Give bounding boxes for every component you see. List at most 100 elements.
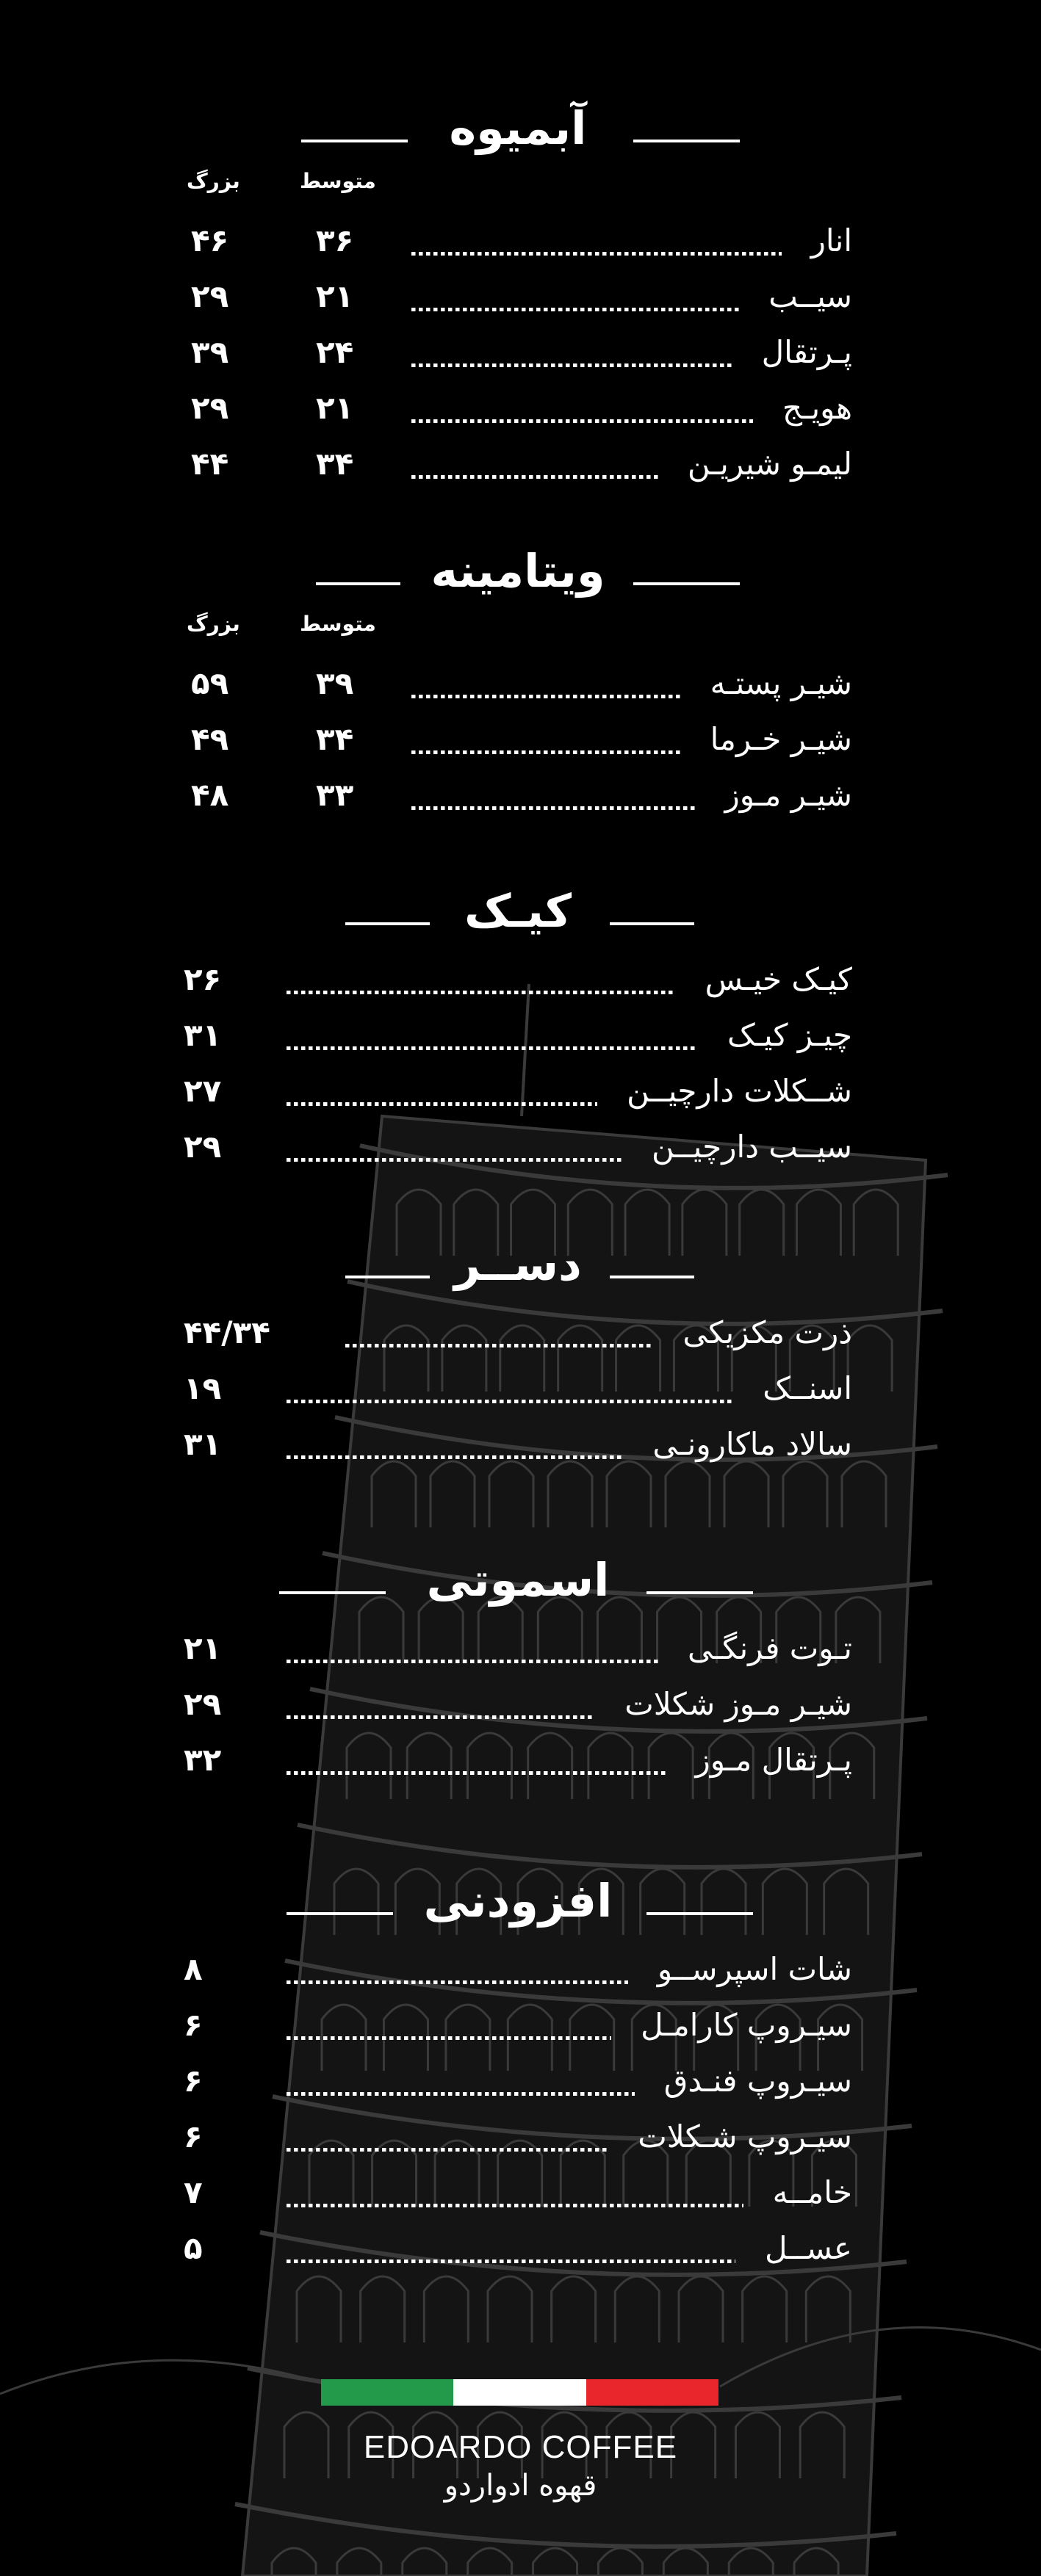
tower-arch <box>852 1188 899 1256</box>
tower-arch <box>840 1460 887 1527</box>
italian-flag-bar <box>321 2379 718 2406</box>
tower-arch <box>283 2411 330 2478</box>
dotted-leader <box>287 1132 623 1162</box>
menu-item-row: سیــب ۲۱ ۲۹ <box>184 269 852 325</box>
tower-arch <box>795 1188 842 1256</box>
tower-arch <box>622 2139 669 2207</box>
price-large: ۴۴ <box>191 446 229 482</box>
dotted-leader <box>411 725 681 754</box>
menu-section: ویتامینه متوسط بزرگ شیـر پستـه ۳۹ ۵۹ شیـ… <box>184 538 852 823</box>
title-divider-left <box>316 582 400 585</box>
item-name: سیـروپ فنـدق <box>663 2063 852 2099</box>
price-large: ۲۹ <box>191 278 229 314</box>
section-header: ویتامینه <box>184 538 852 604</box>
dotted-leader <box>287 1745 666 1775</box>
title-divider-right <box>633 140 740 142</box>
title-divider-right <box>633 582 740 585</box>
tower-arch <box>716 1596 763 1663</box>
tower-arch <box>605 2411 652 2478</box>
tower-arch <box>429 1460 476 1527</box>
item-name: پـرتقال مـوز <box>695 1742 852 1778</box>
tower-arch <box>467 2547 514 2576</box>
tower-arch <box>370 1460 417 1527</box>
brand-name-persian: قهوه ادواردو <box>444 2469 597 2503</box>
tower-arch <box>550 2275 597 2342</box>
menu-section: دســر ذرت مکزیکی ۴۴/۳۴ اسنــک ۱۹ سالاد م… <box>184 1231 852 1472</box>
tower-arch <box>516 1867 563 1935</box>
tower-arch <box>829 1732 876 1799</box>
menu-item-row: سالاد ماکارونـی ۳۱ <box>184 1417 852 1472</box>
section-title: آبمیوه <box>449 101 587 155</box>
dotted-leader <box>287 1690 596 1719</box>
price: ۶ <box>184 2063 203 2099</box>
tower-arch <box>748 2139 795 2207</box>
section-header: اسموتی <box>184 1547 852 1613</box>
menu-item-row: شیـر مـوز ۳۳ ۴۸ <box>184 767 852 823</box>
tower-arch <box>707 1732 754 1799</box>
tower-arch <box>793 2547 840 2576</box>
item-name: تـوت فرنگـی <box>687 1630 852 1666</box>
tower-arch <box>510 1188 557 1256</box>
item-prices: ۲۹ <box>184 1676 257 1732</box>
price: ۲۱ <box>184 1630 222 1666</box>
tower-arch <box>455 1867 503 1935</box>
tower-arch <box>547 1460 594 1527</box>
flag-red-stripe <box>586 2379 718 2406</box>
item-prices: ۲۹ <box>184 1119 257 1175</box>
item-prices: ۳۱ <box>184 1007 257 1063</box>
price-medium: ۳۳ <box>316 777 354 813</box>
price: ۲۹ <box>184 1686 222 1722</box>
section-header: افزودنی <box>184 1868 852 1934</box>
title-divider-left <box>287 1912 393 1915</box>
tower-arch <box>768 1732 815 1799</box>
price: ۲۷ <box>184 1073 222 1109</box>
tower-arch <box>536 1596 583 1663</box>
item-name: شات اسپرســو <box>657 1951 852 1987</box>
item-name: شیـر مـوز شکلات <box>624 1686 852 1722</box>
item-prices: ۲۷ <box>184 1063 257 1119</box>
price: ۶ <box>184 2007 203 2043</box>
tower-arch <box>639 1867 686 1935</box>
item-name: سیـروپ کارامـل <box>641 2007 852 2043</box>
dotted-leader <box>411 449 658 479</box>
price-large: ۴۶ <box>191 222 229 258</box>
menu-item-row: شیـر مـوز شکلات ۲۹ <box>184 1676 852 1732</box>
price: ۵ <box>184 2230 203 2266</box>
item-name: خامــه <box>772 2174 852 2210</box>
price-medium: ۳۹ <box>316 665 354 701</box>
column-large: بزرگ <box>187 612 240 636</box>
item-name: شیـر مـوز <box>724 777 852 813</box>
menu-item-row: شات اسپرســو ۸ <box>184 1942 852 1997</box>
dotted-leader <box>287 2178 743 2207</box>
tower-arch <box>677 2275 724 2342</box>
item-name: عســل <box>765 2230 852 2266</box>
title-divider-right <box>646 1591 753 1594</box>
title-divider-left <box>345 922 430 925</box>
flag-white-stripe <box>453 2379 586 2406</box>
tower-arch <box>488 1460 535 1527</box>
item-name: سیـروپ شـکلات <box>638 2119 852 2154</box>
tower-arch <box>270 2547 317 2576</box>
item-prices: ۶ <box>184 2109 257 2165</box>
price: ۱۹ <box>184 1370 222 1406</box>
item-prices: ۱۹ <box>184 1361 257 1417</box>
title-divider-right <box>646 1912 753 1915</box>
menu-item-row: خامــه ۷ <box>184 2165 852 2221</box>
tower-ring <box>359 1143 948 1190</box>
menu-item-row: اسنــک ۱۹ <box>184 1361 852 1417</box>
menu-item-row: پـرتقال ۲۴ ۳۹ <box>184 325 852 380</box>
dotted-leader <box>287 1077 598 1106</box>
tower-arch <box>799 2411 846 2478</box>
tower-arch <box>723 1460 770 1527</box>
item-prices: ۳۶ ۴۶ <box>184 213 382 269</box>
item-prices: ۳۳ ۴۸ <box>184 767 382 823</box>
dotted-leader <box>287 1430 624 1459</box>
section-title: دســر <box>454 1237 582 1291</box>
title-divider-left <box>301 140 408 142</box>
menu-item-row: سیـروپ کارامـل ۶ <box>184 1997 852 2053</box>
tower-arch <box>577 1867 624 1935</box>
dotted-leader <box>411 781 696 810</box>
tower-arch <box>761 1867 808 1935</box>
tower-arch <box>738 1188 785 1256</box>
tower-arch <box>693 2003 740 2071</box>
